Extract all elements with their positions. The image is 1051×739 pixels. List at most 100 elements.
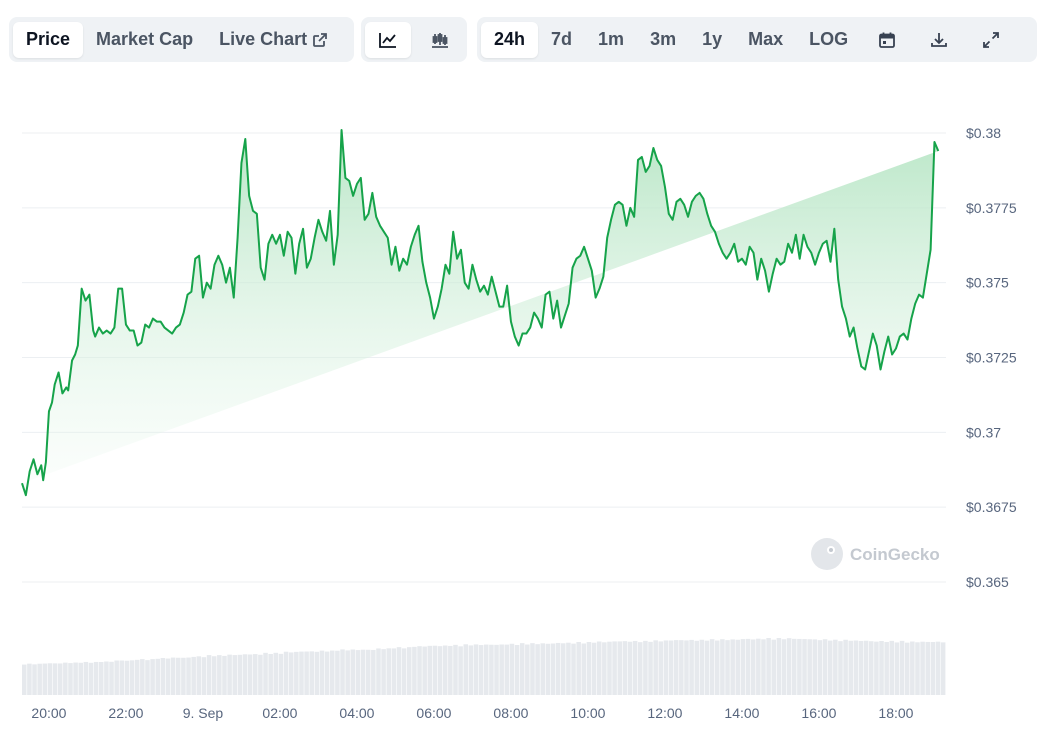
volume-bar [925, 641, 930, 695]
volume-bar [812, 639, 818, 695]
volume-bar [27, 663, 32, 695]
range-1m-button[interactable]: 1m [598, 29, 625, 49]
price-area [22, 130, 939, 496]
fullscreen-button[interactable] [965, 22, 1017, 58]
tab-market-cap[interactable]: Market Cap [83, 22, 206, 58]
volume-bar [730, 639, 735, 695]
volume-bar [566, 642, 571, 695]
volume-bar [586, 641, 592, 695]
volume-bar [699, 639, 705, 695]
volume-bar [42, 663, 48, 695]
volume-bar [822, 639, 828, 695]
volume-bar [643, 640, 648, 695]
volume-bar [283, 651, 289, 695]
volume-bar [725, 640, 730, 695]
volume-bar [186, 657, 191, 695]
tab-live-chart[interactable]: Live Chart [206, 22, 341, 58]
volume-bar [22, 664, 27, 695]
volume-bar [78, 662, 83, 695]
volume-bar [109, 661, 114, 695]
volume-bar [874, 641, 879, 695]
volume-bar [134, 659, 140, 695]
volume-bar [494, 644, 499, 695]
volume-bar [653, 640, 658, 695]
volume-bar [709, 639, 715, 695]
volume-bar [57, 663, 63, 695]
volume-bar [160, 658, 166, 695]
volume-bar [904, 642, 910, 695]
y-tick-label: $0.37 [966, 424, 1001, 440]
download-icon [930, 31, 948, 49]
volume-bar [776, 638, 782, 695]
volume-bar [350, 649, 356, 695]
volume-bar [802, 639, 807, 695]
download-button[interactable] [913, 22, 965, 58]
x-tick-label: 18:00 [878, 705, 913, 721]
volume-bar [391, 648, 397, 695]
volume-bar [124, 660, 130, 695]
volume-bar [863, 640, 869, 695]
volume-bar [381, 649, 386, 695]
volume-bar [530, 643, 535, 695]
volume-bar [68, 663, 73, 695]
range-log-button[interactable]: LOG [809, 29, 849, 49]
volume-bar [119, 660, 125, 695]
y-axis-ticks: $0.38 $0.3775 $0.375 $0.3725 $0.37 $0.3675 $0.… [966, 125, 1017, 590]
volume-bar [843, 639, 848, 695]
range-7d-button[interactable]: 7d [551, 29, 573, 49]
candlestick-chart-button[interactable] [417, 22, 463, 58]
range-toolbar: 24h 7d 1m 3m 1y Max LOG [477, 17, 1037, 62]
volume-bar [694, 640, 699, 695]
range-24h-button[interactable]: 24h [481, 21, 539, 58]
volume-bar [32, 664, 37, 695]
volume-bar [263, 652, 268, 695]
volume-bar [401, 648, 407, 695]
volume-bar [324, 651, 330, 695]
line-chart-button[interactable] [365, 21, 411, 58]
volume-bar [550, 643, 556, 695]
calendar-icon [878, 31, 896, 49]
volume-bar [632, 640, 638, 695]
range-1y-button[interactable]: 1y [702, 29, 723, 49]
volume-bar [591, 642, 597, 695]
tab-price[interactable]: Price [13, 21, 84, 58]
external-link-icon [312, 32, 328, 48]
volume-bar [268, 653, 273, 695]
x-tick-label: 06:00 [416, 705, 451, 721]
x-tick-label: 9. Sep [183, 705, 224, 721]
volume-bar [422, 646, 427, 695]
volume-bar [129, 660, 135, 695]
volume-bar [376, 648, 381, 695]
volume-bar [47, 663, 53, 695]
volume-bar [83, 661, 89, 695]
volume-bar [581, 643, 587, 695]
volume-bar [407, 647, 412, 695]
x-tick-label: 16:00 [801, 705, 836, 721]
volume-bar [345, 650, 350, 695]
volume-bar [910, 641, 915, 695]
volume-bar [576, 642, 581, 695]
volume-bar [766, 638, 771, 695]
volume-bar [294, 651, 299, 695]
volume-bar [838, 641, 843, 695]
y-tick-label: $0.3725 [966, 350, 1017, 366]
volume-bar [432, 645, 438, 695]
volume-bar [894, 642, 900, 695]
volume-bar [319, 650, 325, 695]
volume-bars [22, 638, 946, 695]
volume-bar [540, 643, 545, 695]
range-3m-button[interactable]: 3m [650, 29, 677, 49]
volume-bar [833, 639, 838, 695]
volume-bar [740, 639, 746, 695]
volume-bar [52, 663, 58, 695]
volume-bar [658, 641, 664, 695]
volume-bar [607, 641, 612, 695]
calendar-button[interactable] [861, 22, 913, 58]
volume-bar [181, 657, 186, 695]
volume-bar [458, 646, 463, 695]
volume-bar [355, 650, 361, 695]
volume-bar [525, 644, 530, 695]
volume-bar [299, 651, 304, 695]
range-max-button[interactable]: Max [748, 29, 784, 49]
